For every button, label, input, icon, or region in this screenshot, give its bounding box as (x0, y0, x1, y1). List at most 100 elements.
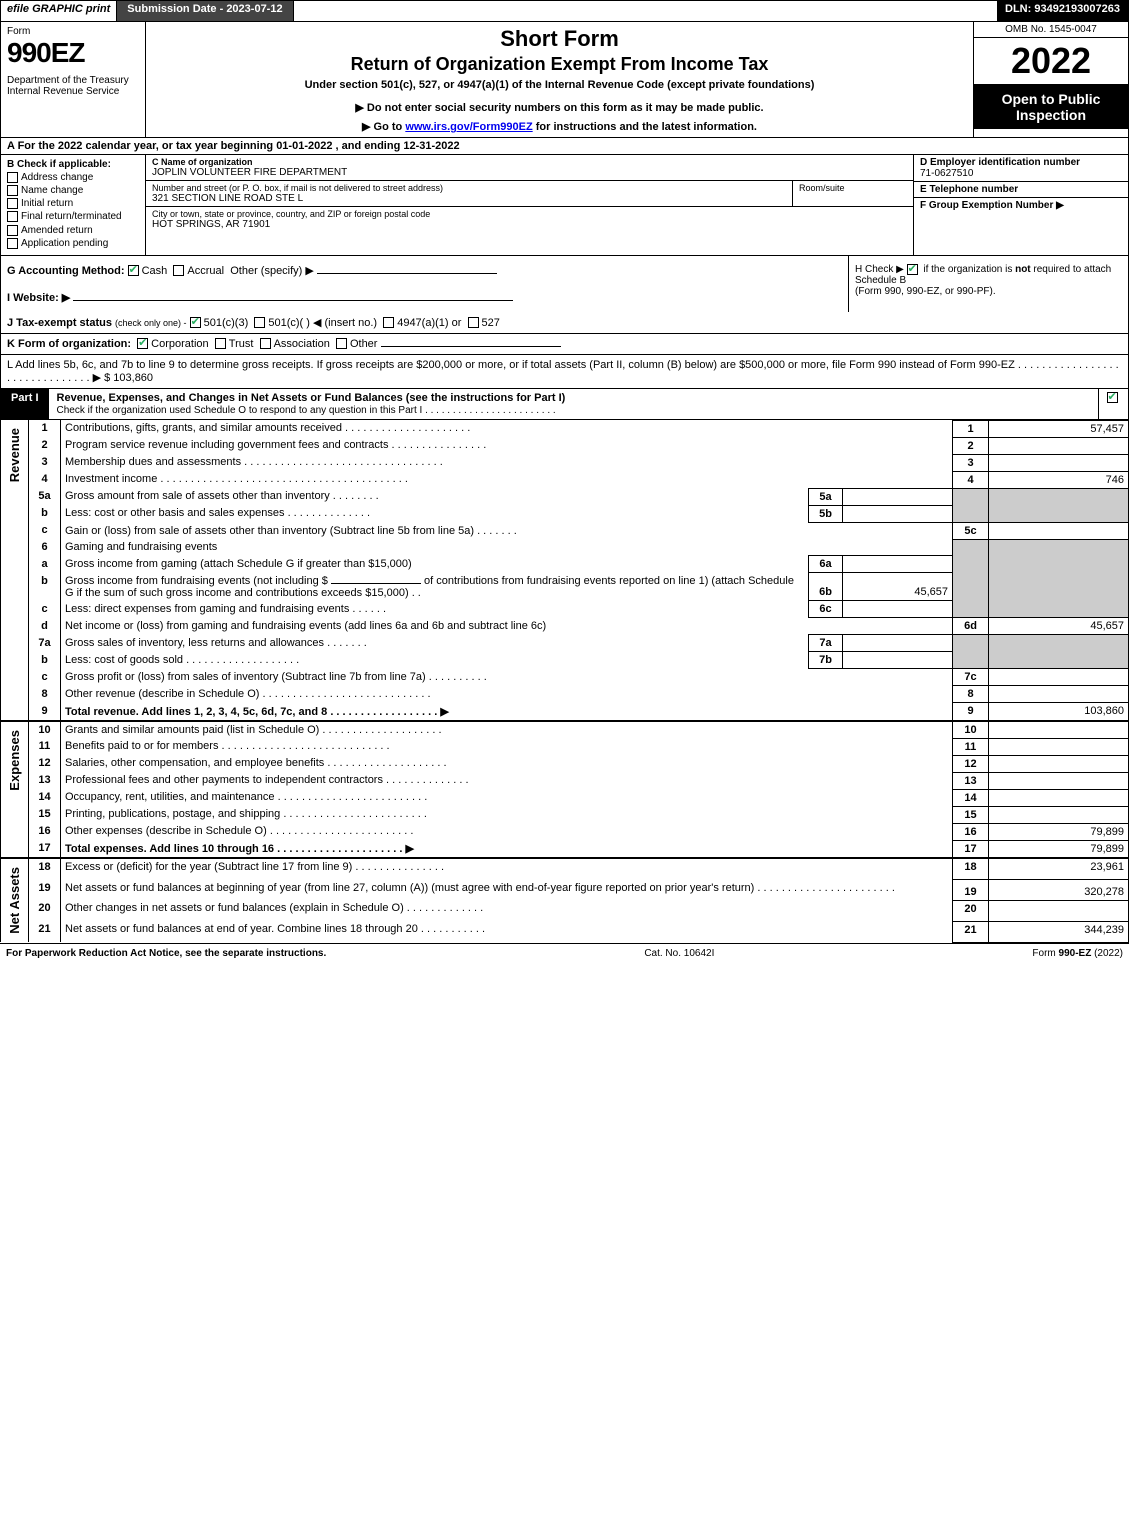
line-6a-greyval (989, 556, 1129, 573)
line-15-val (989, 806, 1129, 823)
line-7a-subval (843, 635, 953, 652)
chk-address-change-label: Address change (21, 172, 93, 183)
line-9-num: 9 (29, 703, 61, 721)
chk-initial-return[interactable]: Initial return (7, 198, 139, 209)
chk-cash[interactable] (128, 265, 139, 276)
k-o4: Other (350, 338, 378, 350)
department-label: Department of the Treasury Internal Reve… (7, 75, 139, 97)
line-10-num: 10 (29, 721, 61, 739)
line-5a-desc: Gross amount from sale of assets other t… (61, 488, 809, 505)
line-8-col: 8 (953, 686, 989, 703)
line-7b-num: b (29, 652, 61, 669)
efile-label[interactable]: efile GRAPHIC print (1, 1, 117, 21)
chk-association[interactable] (260, 338, 271, 349)
other-input-line[interactable] (317, 273, 497, 274)
chk-accrual[interactable] (173, 265, 184, 276)
line-6b-blank[interactable] (331, 583, 421, 584)
line-7a-desc: Gross sales of inventory, less returns a… (61, 635, 809, 652)
chk-501c[interactable] (254, 317, 265, 328)
chk-corporation[interactable] (137, 338, 148, 349)
line-11-num: 11 (29, 738, 61, 755)
line-20-col: 20 (953, 900, 989, 921)
line-4-val: 746 (989, 471, 1129, 488)
line-11-col: 11 (953, 738, 989, 755)
line-7a-num: 7a (29, 635, 61, 652)
chk-final-return[interactable]: Final return/terminated (7, 211, 139, 222)
footer-right: Form 990-EZ (2022) (1032, 948, 1123, 959)
open-to-public: Open to Public Inspection (974, 85, 1128, 129)
line-7a-greyval (989, 635, 1129, 652)
line-19-desc: Net assets or fund balances at beginning… (61, 880, 953, 901)
line-6c-num: c (29, 601, 61, 618)
chk-initial-return-label: Initial return (21, 198, 73, 209)
line-14-col: 14 (953, 789, 989, 806)
line-6c-grey (953, 601, 989, 618)
chk-527[interactable] (468, 317, 479, 328)
h-text1: H Check ▶ (855, 264, 907, 275)
line-9-desc: Total revenue. Add lines 1, 2, 3, 4, 5c,… (61, 703, 953, 721)
chk-other-org[interactable] (336, 338, 347, 349)
i-website: I Website: ▶ (7, 291, 842, 304)
other-label: Other (specify) ▶ (230, 265, 314, 277)
part1-schedule-o-check[interactable] (1098, 389, 1128, 419)
submission-date: Submission Date - 2023-07-12 (117, 1, 293, 21)
footer-left: For Paperwork Reduction Act Notice, see … (6, 948, 326, 959)
line-7a-subnum: 7a (809, 635, 843, 652)
part1-title-wrap: Revenue, Expenses, and Changes in Net As… (49, 389, 1098, 419)
k-other-line[interactable] (381, 346, 561, 347)
chk-schedule-b[interactable] (907, 264, 918, 275)
line-6b-greyval (989, 573, 1129, 601)
row-a-calendar-year: A For the 2022 calendar year, or tax yea… (0, 138, 1129, 155)
chk-address-change[interactable]: Address change (7, 172, 139, 183)
line-5a-grey (953, 488, 989, 505)
chk-4947[interactable] (383, 317, 394, 328)
chk-application-pending[interactable]: Application pending (7, 238, 139, 249)
irs-link[interactable]: www.irs.gov/Form990EZ (405, 121, 532, 133)
f-label: F Group Exemption Number ▶ (920, 200, 1122, 211)
revenue-sidelabel: Revenue (1, 420, 29, 686)
line-1-num: 1 (29, 420, 61, 437)
footer-right-post: (2022) (1091, 948, 1123, 959)
section-c: C Name of organization JOPLIN VOLUNTEER … (146, 155, 913, 255)
chk-amended-return[interactable]: Amended return (7, 225, 139, 236)
line-11-desc: Benefits paid to or for members . . . . … (61, 738, 953, 755)
website-input-line[interactable] (73, 300, 513, 301)
line-7b-subnum: 7b (809, 652, 843, 669)
d-value: 71-0627510 (920, 168, 1122, 179)
j-sub: (check only one) - (115, 318, 187, 328)
j-o1: 501(c)(3) (204, 317, 249, 329)
row-l: L Add lines 5b, 6c, and 7b to line 9 to … (0, 355, 1129, 389)
line-17-desc: Total expenses. Add lines 10 through 16 … (61, 840, 953, 858)
line-19-val: 320,278 (989, 880, 1129, 901)
line-6b-desc1: Gross income from fundraising events (no… (65, 575, 328, 587)
c-address-value: 321 SECTION LINE ROAD STE L (152, 193, 786, 204)
line-4-col: 4 (953, 471, 989, 488)
line-20-val (989, 900, 1129, 921)
chk-501c3[interactable] (190, 317, 201, 328)
line-14-desc: Occupancy, rent, utilities, and maintena… (61, 789, 953, 806)
block-g-h: G Accounting Method: Cash Accrual Other … (0, 255, 1129, 312)
row-k: K Form of organization: Corporation Trus… (0, 334, 1129, 355)
line-7c-desc: Gross profit or (loss) from sales of inv… (61, 669, 953, 686)
c-room-label: Room/suite (799, 183, 907, 193)
omb-number: OMB No. 1545-0047 (974, 22, 1128, 38)
line-7b-greyval (989, 652, 1129, 669)
g-label: G Accounting Method: (7, 265, 125, 277)
f-group-cell: F Group Exemption Number ▶ (914, 198, 1128, 255)
line-5a-greyval (989, 488, 1129, 505)
line-5c-val (989, 522, 1129, 539)
chk-name-change[interactable]: Name change (7, 185, 139, 196)
chk-trust[interactable] (215, 338, 226, 349)
b-title: B Check if applicable: (7, 159, 139, 170)
k-o2: Trust (229, 338, 254, 350)
line-10-col: 10 (953, 721, 989, 739)
line-5b-num: b (29, 505, 61, 522)
line-6c-greyval (989, 601, 1129, 618)
section-def: D Employer identification number 71-0627… (913, 155, 1128, 255)
form-word: Form (7, 26, 139, 37)
part1-title: Revenue, Expenses, and Changes in Net As… (57, 392, 566, 404)
j-o2: 501(c)( ) ◀ (insert no.) (268, 317, 377, 329)
line-21-col: 21 (953, 921, 989, 942)
line-12-col: 12 (953, 755, 989, 772)
chk-final-return-label: Final return/terminated (21, 212, 122, 223)
